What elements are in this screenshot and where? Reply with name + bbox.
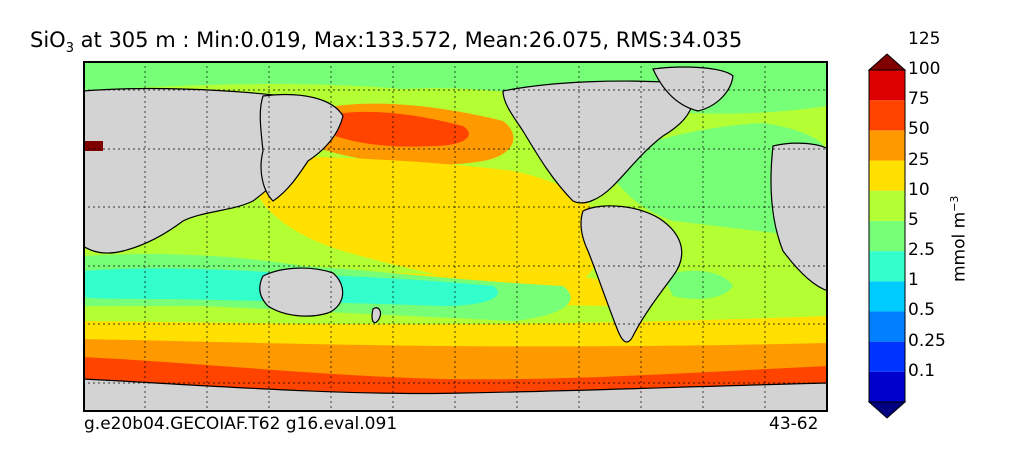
colorbar-segment xyxy=(869,371,905,402)
colorbar-segment xyxy=(869,160,905,191)
colorbar-segment xyxy=(869,311,905,342)
land-greenland xyxy=(652,66,734,112)
colorbar-tick-label: 100 xyxy=(908,59,941,79)
colorbar-tick-label: 1 xyxy=(908,270,919,291)
colorbar-tick-label: 2.5 xyxy=(908,240,936,261)
year-range: 43-62 xyxy=(769,414,819,434)
map-gridlines xyxy=(83,61,828,412)
colorbar-extend-min xyxy=(868,401,907,419)
colorbar xyxy=(868,53,907,419)
colorbar-tick-label: 50 xyxy=(908,119,930,140)
land-africa-east-edge xyxy=(770,142,828,292)
land-australia xyxy=(259,267,344,317)
land-south-america xyxy=(580,205,683,343)
title-subscript: 3 xyxy=(65,41,74,57)
colorbar-segment xyxy=(869,70,905,101)
colorbar-tick-label: 0.25 xyxy=(908,330,946,351)
colorbar-tick-label: 25 xyxy=(908,149,930,170)
colorbar-frame xyxy=(868,69,906,403)
land-east-asia xyxy=(259,93,344,202)
colorbar-segment xyxy=(869,190,905,221)
unit-base: mmol m xyxy=(949,211,970,282)
north-atlantic-zone xyxy=(603,123,828,236)
colorbar-tick-label: 125 xyxy=(908,28,941,49)
colorbar-unit-label: mmol m−3 xyxy=(948,196,970,282)
colorbar-segment xyxy=(869,100,905,131)
pacific-yellow-zone xyxy=(253,156,603,291)
colorbar-tick-label: 10 xyxy=(908,179,930,200)
title-species: SiO xyxy=(30,28,66,52)
ocean-map xyxy=(83,61,828,412)
colorbar-segment xyxy=(869,281,905,312)
plot-title: SiO3 at 305 m : Min:0.019, Max:133.572, … xyxy=(30,28,742,56)
run-identifier: g.e20b04.GECOIAF.T62 g16.eval.091 xyxy=(84,414,398,434)
colorbar-segment xyxy=(869,341,905,372)
colorbar-segment xyxy=(869,220,905,252)
colorbar-tick-label: 5 xyxy=(908,209,919,230)
title-stats: at 305 m : Min:0.019, Max:133.572, Mean:… xyxy=(73,28,743,52)
land-antarctica xyxy=(83,378,828,412)
colorbar-tick-label: 75 xyxy=(908,89,930,110)
land-new-zealand xyxy=(371,307,382,324)
north-pacific-core xyxy=(323,111,469,147)
unit-exponent: −3 xyxy=(948,195,961,212)
colorbar-extend-max xyxy=(868,53,907,71)
colorbar-segment xyxy=(869,130,905,161)
colorbar-tick-label: 0.5 xyxy=(908,300,936,321)
atlantic-south-green xyxy=(663,270,733,299)
colorbar-tick-label: 0.1 xyxy=(908,360,936,381)
map-frame xyxy=(83,61,828,412)
colorbar-segment xyxy=(869,251,905,282)
land-masses xyxy=(83,66,828,412)
mediterranean-high-patch xyxy=(83,141,103,151)
